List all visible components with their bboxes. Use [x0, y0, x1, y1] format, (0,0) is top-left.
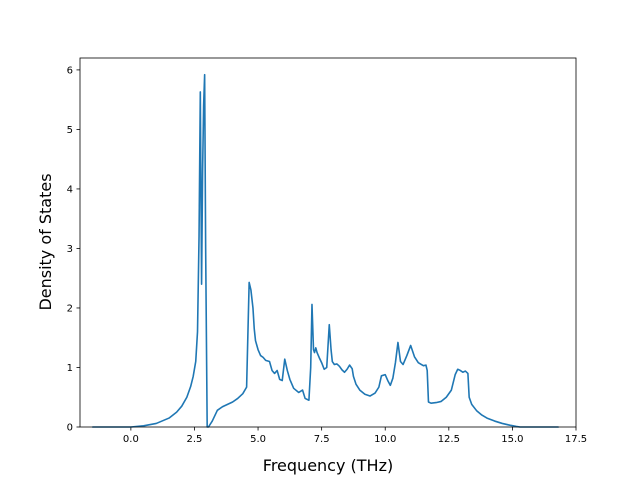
- x-tick-label: 17.5: [565, 434, 587, 445]
- x-axis-label: Frequency (THz): [263, 456, 393, 475]
- y-axis-ticks: 0 1 2 3 4 5 6: [67, 65, 80, 434]
- dos-series-line: [91, 73, 559, 428]
- x-tick-label: 5.0: [250, 434, 266, 445]
- x-axis-ticks: 0.0 2.5 5.0 7.5 10.0 12.5 15.0 17.5: [123, 427, 587, 445]
- y-tick-label: 2: [67, 303, 73, 314]
- y-tick-label: 1: [67, 363, 73, 374]
- x-tick-label: 10.0: [374, 434, 396, 445]
- x-tick-label: 0.0: [123, 434, 139, 445]
- x-tick-label: 15.0: [501, 434, 523, 445]
- plot-frame: [79, 57, 577, 428]
- x-tick-label: 7.5: [314, 434, 330, 445]
- y-tick-label: 5: [67, 125, 73, 136]
- plot-area: [80, 58, 576, 427]
- series-layer: [91, 73, 559, 428]
- y-tick-label: 3: [67, 244, 73, 255]
- y-tick-label: 4: [67, 184, 73, 195]
- y-tick-label: 0: [67, 423, 73, 434]
- x-tick-label: 12.5: [438, 434, 460, 445]
- x-tick-label: 2.5: [187, 434, 203, 445]
- y-tick-label: 6: [67, 65, 73, 76]
- y-axis-label: Density of States: [36, 173, 55, 310]
